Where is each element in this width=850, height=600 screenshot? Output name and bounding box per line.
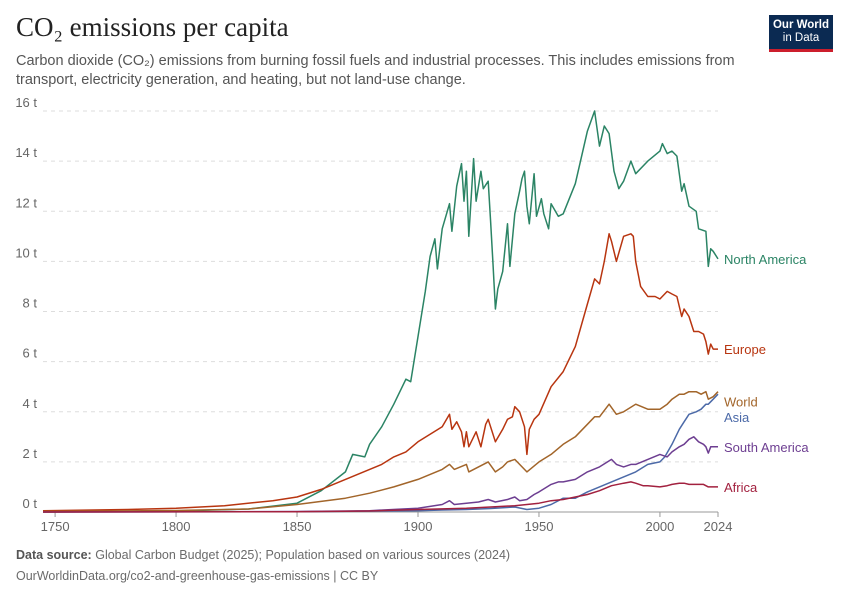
series-line[interactable] [42,481,718,513]
x-tick-label: 1800 [162,519,191,534]
series-line[interactable] [42,233,718,512]
series-label[interactable]: Asia [724,410,750,425]
series-line[interactable] [42,393,719,513]
y-tick-label: 16 t [15,95,37,110]
source-url[interactable]: OurWorldinData.org/co2-and-greenhouse-ga… [16,569,379,583]
y-tick-label: 10 t [15,245,37,260]
y-tick-label: 6 t [23,346,38,361]
series-lines[interactable] [42,110,719,513]
logo-line-2: in Data [782,32,820,44]
line-chart: 0 t 2 t 4 t 6 t 8 t 10 t 12 t 14 t 16 t 1750 1800 1… [15,95,809,534]
source-text: Global Carbon Budget (2025); Population … [95,548,511,562]
grid-lines [43,110,718,463]
x-tick-label: 2000 [645,519,674,534]
y-tick-label: 8 t [23,296,38,311]
logo-line-1: Our World [772,19,829,31]
owid-logo[interactable]: Our World in Data [769,15,833,52]
y-tick-label: 12 t [15,195,37,210]
chart-subtitle: Carbon dioxide (CO₂) emissions from burn… [16,53,735,88]
x-tick-label: 1750 [41,519,70,534]
source-label: Data source: [16,548,92,562]
x-tick-label: 2024 [704,519,733,534]
series-label[interactable]: Africa [724,480,758,495]
series-line[interactable] [42,390,719,513]
y-tick-label: 4 t [23,396,38,411]
y-tick-label: 0 t [23,496,38,511]
chart-title: CO₂ emissions per capita [16,12,289,42]
series-label[interactable]: North America [724,252,807,267]
series-line[interactable] [42,110,719,513]
x-tick-label: 1950 [525,519,554,534]
data-source: Data source: Global Carbon Budget (2025)… [16,548,510,562]
y-tick-label: 2 t [23,446,38,461]
series-line[interactable] [42,436,718,513]
x-tick-label: 1850 [283,519,312,534]
y-tick-label: 14 t [15,145,37,160]
series-label[interactable]: Europe [724,342,766,357]
x-tick-label: 1900 [404,519,433,534]
series-label[interactable]: World [724,395,758,410]
series-label[interactable]: South America [724,440,809,455]
